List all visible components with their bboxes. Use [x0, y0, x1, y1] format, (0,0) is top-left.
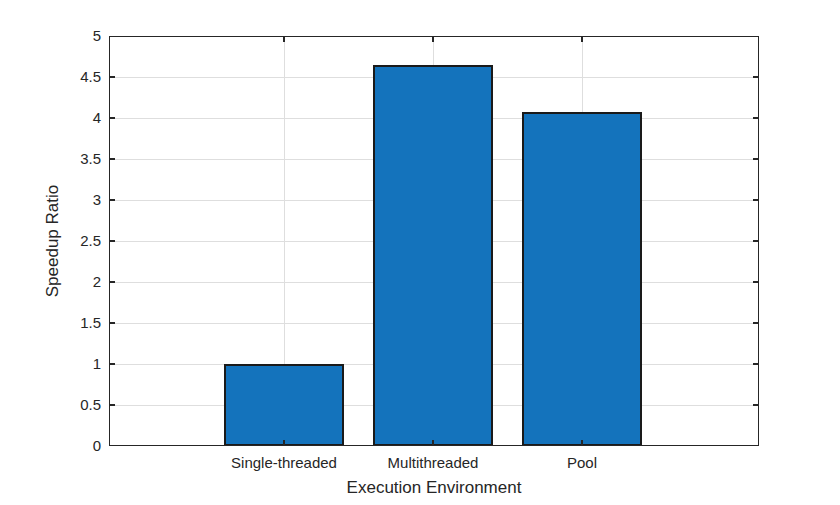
x-tick-mark-top — [283, 36, 284, 42]
x-tick-mark-bottom — [581, 440, 582, 446]
x-tick-label-single-threaded: Single-threaded — [231, 453, 337, 473]
y-tick-mark-left — [109, 76, 115, 77]
x-tick-label-multithreaded: Multithreaded — [388, 453, 479, 473]
y-tick-label: 0.5 — [29, 395, 101, 415]
y-tick-mark-right — [753, 322, 759, 323]
y-tick-mark-right — [753, 404, 759, 405]
y-tick-label: 2 — [29, 272, 101, 292]
bar-pool — [522, 112, 642, 446]
y-tick-mark-right — [753, 363, 759, 364]
y-tick-label: 4 — [29, 108, 101, 128]
y-tick-label: 4.5 — [29, 67, 101, 87]
y-tick-label: 1.5 — [29, 313, 101, 333]
bar-multithreaded — [373, 65, 493, 446]
x-axis-label: Execution Environment — [347, 478, 522, 498]
y-tick-mark-left — [109, 240, 115, 241]
x-tick-mark-top — [432, 36, 433, 42]
y-tick-mark-left — [109, 117, 115, 118]
y-tick-mark-left — [109, 404, 115, 405]
x-tick-label-pool: Pool — [567, 453, 597, 473]
y-tick-label: 2.5 — [29, 231, 101, 251]
y-tick-label: 5 — [29, 26, 101, 46]
y-tick-label: 3.5 — [29, 149, 101, 169]
y-tick-mark-right — [753, 158, 759, 159]
y-tick-mark-left — [109, 199, 115, 200]
y-tick-mark-right — [753, 117, 759, 118]
y-tick-mark-left — [109, 281, 115, 282]
bar-single-threaded — [224, 364, 344, 446]
x-tick-mark-bottom — [283, 440, 284, 446]
x-tick-mark-bottom — [432, 440, 433, 446]
y-tick-label: 0 — [29, 436, 101, 456]
y-tick-mark-left — [109, 158, 115, 159]
y-tick-mark-right — [753, 199, 759, 200]
x-tick-mark-top — [581, 36, 582, 42]
plot-area — [109, 36, 759, 446]
y-tick-mark-right — [753, 240, 759, 241]
y-tick-mark-left — [109, 363, 115, 364]
figure-canvas: Speedup Ratio Execution Environment 00.5… — [0, 0, 840, 505]
y-tick-mark-right — [753, 76, 759, 77]
y-tick-mark-left — [109, 322, 115, 323]
y-tick-label: 1 — [29, 354, 101, 374]
y-tick-mark-right — [753, 281, 759, 282]
y-tick-label: 3 — [29, 190, 101, 210]
